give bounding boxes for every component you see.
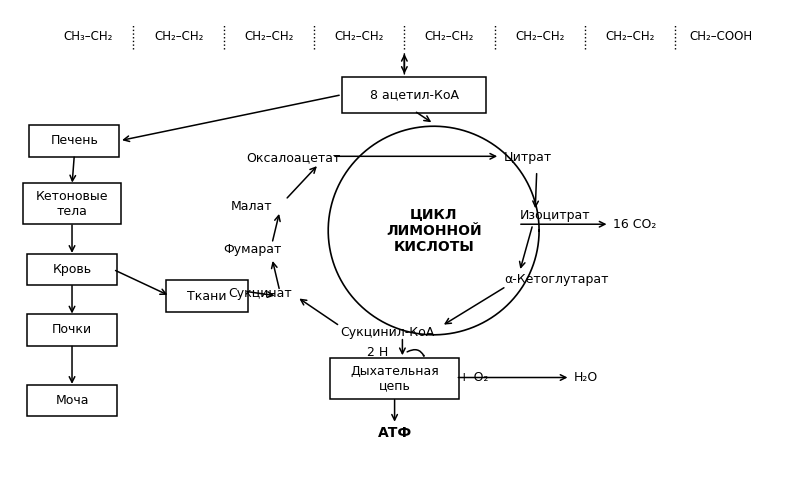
- Text: Кетоновые
тела: Кетоновые тела: [36, 190, 108, 218]
- Text: 2 H: 2 H: [367, 346, 388, 359]
- FancyBboxPatch shape: [27, 385, 117, 416]
- FancyBboxPatch shape: [342, 77, 486, 113]
- Text: CH₂–CH₂: CH₂–CH₂: [244, 30, 293, 43]
- Text: CH₃–CH₂: CH₃–CH₂: [64, 30, 113, 43]
- Text: Печень: Печень: [50, 134, 98, 148]
- Text: Оксалоацетат: Оксалоацетат: [246, 151, 340, 164]
- Text: Изоцитрат: Изоцитрат: [520, 209, 591, 222]
- FancyBboxPatch shape: [330, 358, 459, 399]
- Text: CH₂–CH₂: CH₂–CH₂: [425, 30, 474, 43]
- Text: АТФ: АТФ: [378, 426, 412, 440]
- Text: Фумарат: Фумарат: [222, 244, 281, 256]
- FancyBboxPatch shape: [29, 125, 120, 156]
- FancyBboxPatch shape: [166, 280, 248, 312]
- Text: Кровь: Кровь: [53, 263, 92, 276]
- Text: 8 ацетил-КоА: 8 ацетил-КоА: [370, 88, 458, 101]
- Text: ЦИКЛ
ЛИМОННОЙ
КИСЛОТЫ: ЦИКЛ ЛИМОННОЙ КИСЛОТЫ: [386, 207, 481, 254]
- Text: + O₂: + O₂: [459, 371, 489, 384]
- Text: α-Кетоглутарат: α-Кетоглутарат: [504, 273, 608, 286]
- Text: CH₂–CH₂: CH₂–CH₂: [515, 30, 564, 43]
- Text: Сукцинил-КоА: Сукцинил-КоА: [340, 326, 434, 339]
- FancyArrowPatch shape: [407, 349, 424, 356]
- Text: Ткани: Ткани: [187, 290, 227, 302]
- Text: Сукцинат: Сукцинат: [228, 287, 292, 300]
- FancyBboxPatch shape: [23, 183, 121, 224]
- Text: Почки: Почки: [52, 323, 92, 337]
- Text: CH₂–CH₂: CH₂–CH₂: [154, 30, 203, 43]
- FancyBboxPatch shape: [27, 253, 117, 285]
- FancyBboxPatch shape: [27, 314, 117, 346]
- Text: H₂O: H₂O: [574, 371, 599, 384]
- Text: Дыхательная
цепь: Дыхательная цепь: [350, 364, 439, 393]
- Text: Цитрат: Цитрат: [504, 151, 552, 164]
- Text: CH₂–CH₂: CH₂–CH₂: [335, 30, 384, 43]
- Text: CH₂–CH₂: CH₂–CH₂: [606, 30, 655, 43]
- Text: 16 CO₂: 16 CO₂: [614, 218, 657, 231]
- Text: Моча: Моча: [55, 394, 88, 407]
- Text: Малат: Малат: [230, 200, 273, 213]
- Text: CH₂–COOH: CH₂–COOH: [689, 30, 752, 43]
